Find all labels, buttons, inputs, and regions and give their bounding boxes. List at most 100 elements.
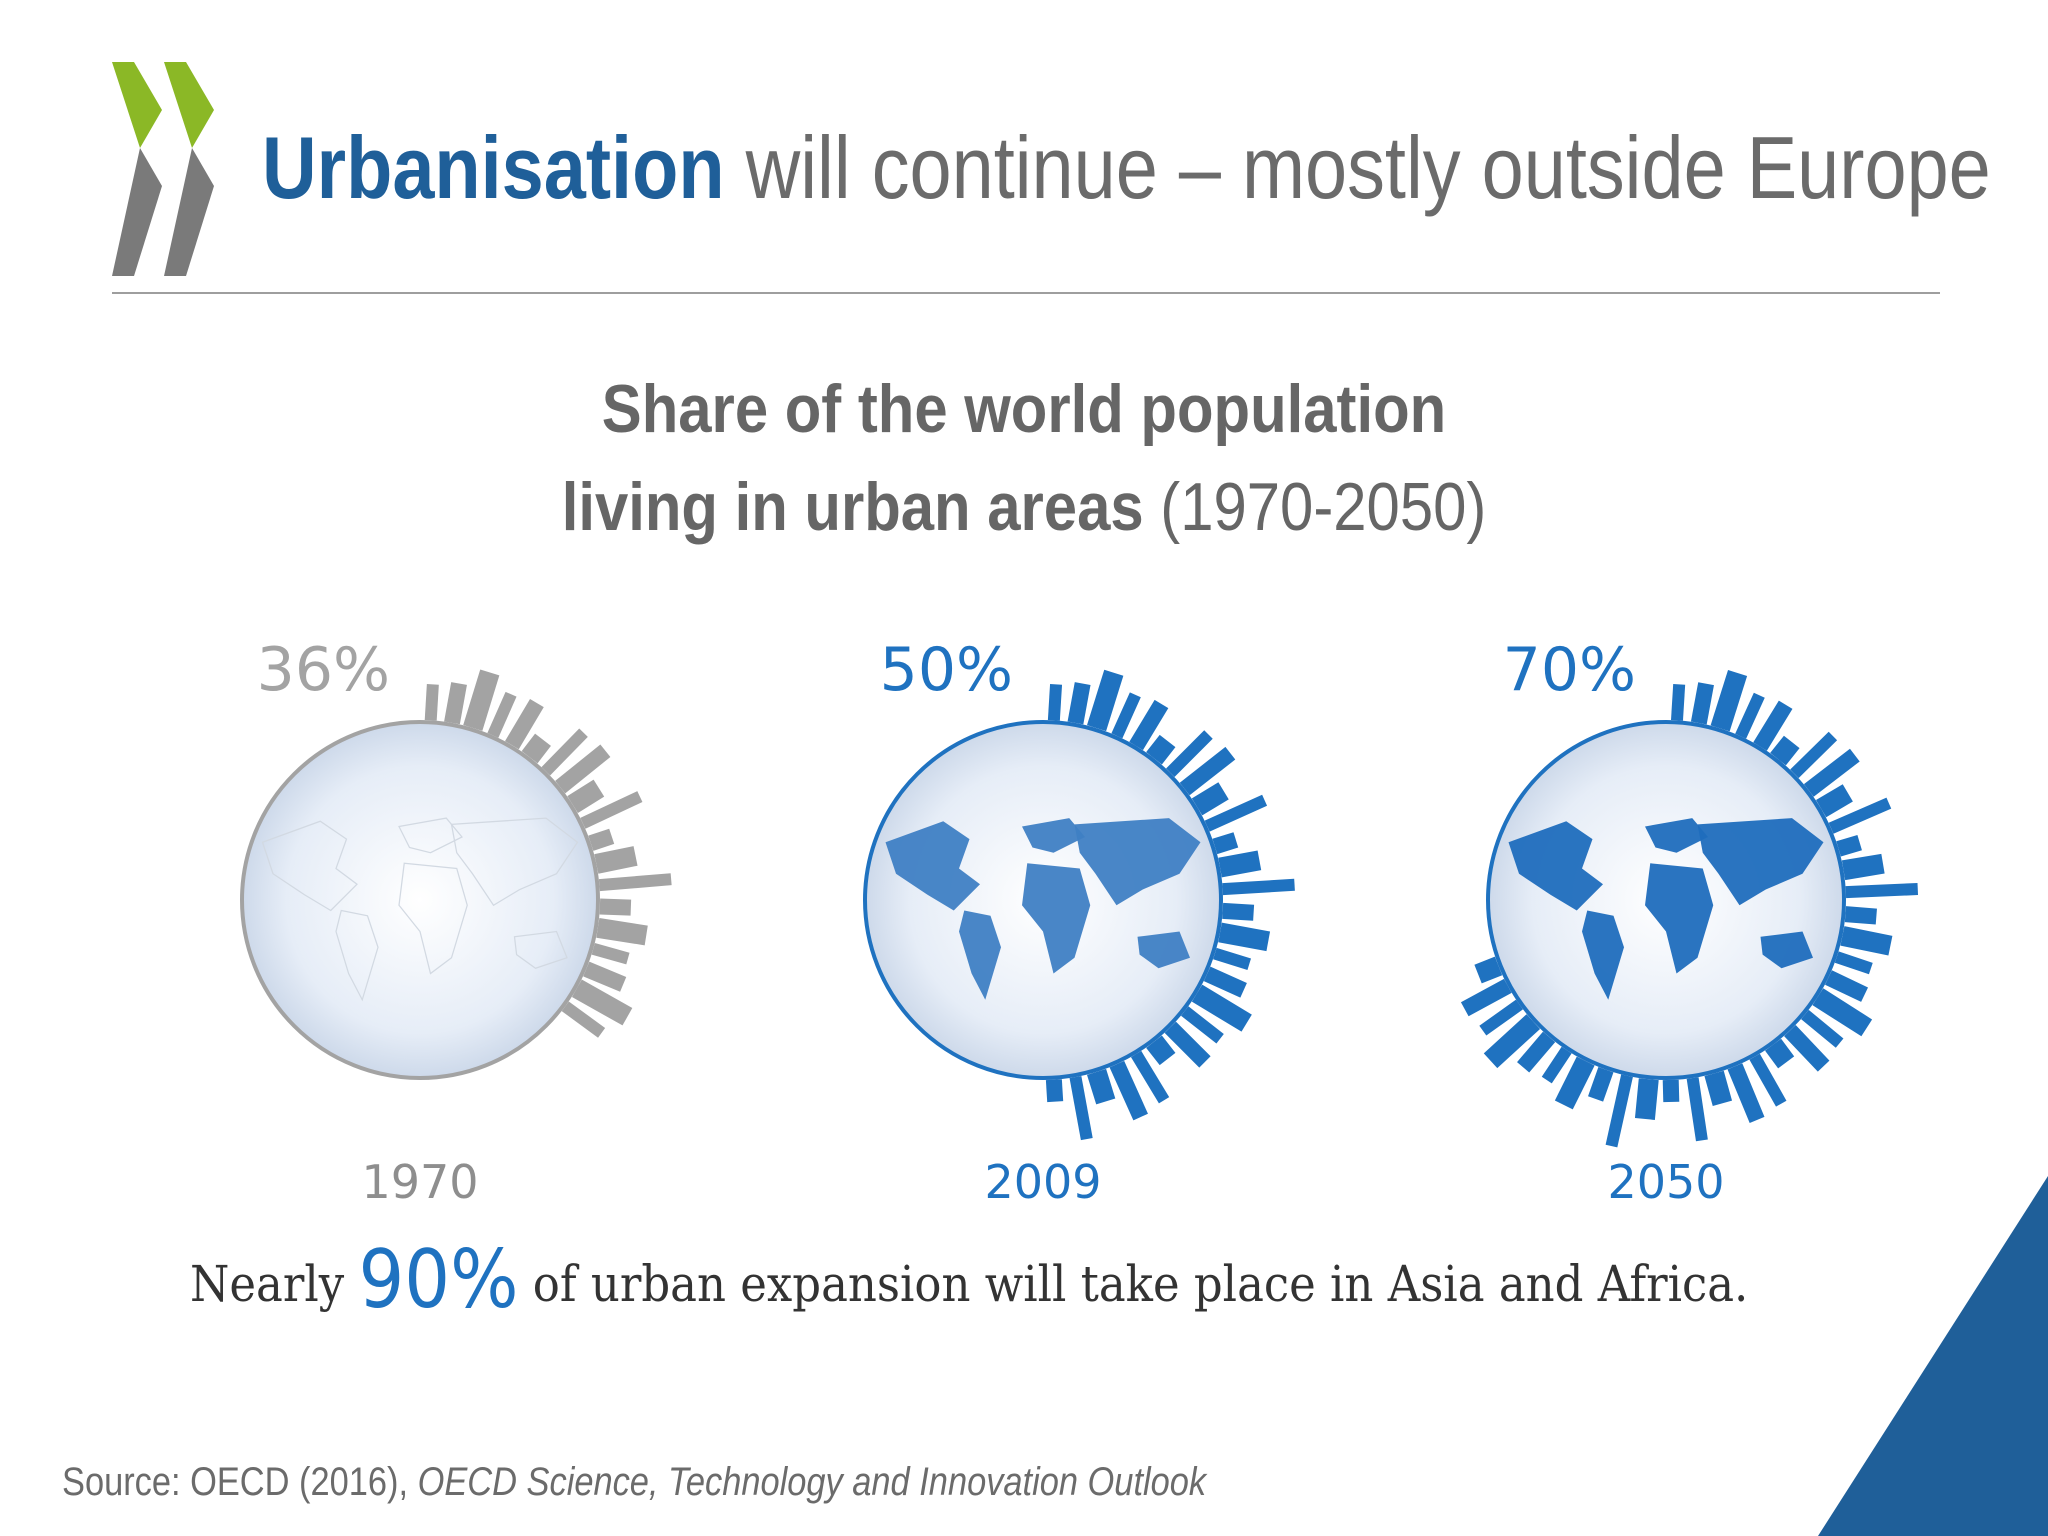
summary-text: Nearly 90% of urban expansion will take … [190,1232,1748,1328]
year-label-1970: 1970 [361,1155,478,1209]
building-mark [1179,746,1236,796]
building-mark [1146,734,1176,765]
building-mark [1222,902,1255,921]
building-mark [1634,1078,1659,1120]
urban-share-pictogram: 36% 1970 50% 2009 70% 2050 [240,635,1919,1209]
building-mark [567,779,605,814]
building-mark [594,846,638,874]
building-mark [1047,684,1063,721]
building-mark [1069,1075,1093,1141]
value-label-2050: 70% [1503,635,1636,705]
building-mark [1735,692,1765,739]
building-mark [1840,926,1893,956]
building-mark [1605,1074,1633,1148]
world-map-2009 [885,818,1201,1000]
building-mark [505,698,544,750]
building-mark [1662,1079,1680,1103]
building-mark [487,691,517,738]
building-mark [424,684,439,721]
building-mark [1816,784,1853,818]
logo-grey-chevron-right [164,148,214,276]
chart-title: Share of the world population living in … [123,360,1925,556]
building-mark [588,828,615,851]
building-mark [1213,947,1252,970]
building-mark [1129,699,1169,751]
building-mark [1770,735,1800,766]
world-map-2050 [1508,818,1824,1000]
source-note: Source: OECD (2016), OECD Science, Techn… [62,1460,1206,1505]
building-mark [1087,669,1124,732]
building-mark [1203,966,1247,998]
building-mark [1765,1038,1795,1069]
building-mark [1222,878,1295,896]
building-mark [1460,978,1512,1017]
building-mark [1479,999,1523,1036]
building-mark [1474,956,1503,984]
building-mark [583,961,627,992]
building-mark [1164,1021,1211,1068]
chart-title-line2-rest: (1970-2050) [1143,469,1487,545]
building-mark [1801,1009,1844,1048]
building-mark [596,917,648,946]
building-mark [1812,988,1873,1037]
building-mark [1825,970,1869,1002]
chart-title-line1: Share of the world population [601,371,1447,447]
value-label-2009: 50% [880,635,1013,705]
oecd-chevron-logo [112,62,214,276]
title-keyword: Urbanisation [262,118,725,217]
building-mark [1803,748,1860,797]
building-mark [1704,1070,1733,1106]
logo-green-chevron-left [112,62,162,148]
building-mark [1554,1056,1595,1110]
building-mark [1109,1060,1148,1121]
year-label-2009: 2009 [984,1155,1101,1209]
building-mark [1588,1067,1614,1102]
building-mark [1067,682,1091,725]
building-mark [1218,922,1271,952]
building-mark [561,1001,606,1038]
building-mark [1191,984,1252,1032]
building-mark [1749,1053,1787,1107]
globe-group-2050 [1460,670,1919,1148]
building-mark [541,728,588,776]
building-mark [1483,1014,1541,1069]
building-mark [1180,1006,1224,1044]
building-mark [1212,832,1239,855]
building-mark [599,898,632,916]
building-mark [444,682,467,725]
source-prefix: Source: OECD (2016), [62,1460,418,1504]
building-mark [580,791,643,829]
chart-title-line2-bold: living in urban areas [561,469,1144,545]
building-mark [1727,1063,1765,1123]
building-mark [1087,1068,1116,1105]
building-mark [598,873,672,892]
building-mark [521,733,551,764]
globe-group-1970 [240,669,672,1080]
building-mark [1517,1031,1556,1073]
building-mark [1710,670,1748,732]
logo-green-chevron-right [164,62,214,148]
building-mark [1844,906,1877,925]
summary-suffix: of urban expansion will take place in As… [518,1255,1749,1313]
globe-group-2009 [863,669,1295,1141]
building-mark [1828,797,1892,834]
building-mark [571,979,633,1026]
building-mark [1834,951,1873,975]
building-mark [463,669,500,731]
city-skyline-1970 [424,669,672,1038]
building-mark [1191,782,1229,816]
building-mark [555,744,611,794]
building-mark [1845,883,1919,899]
building-mark [1836,834,1862,857]
building-mark [1753,700,1793,751]
header-divider [112,292,1940,294]
title-rest: will continue – mostly outside Europe [724,118,1991,217]
chart-title-line2: living in urban areas (1970-2050) [123,458,1925,556]
summary-highlight: 90% [358,1233,519,1326]
building-mark [1111,692,1141,739]
building-mark [1670,684,1686,721]
building-mark [1218,850,1262,878]
globe-1970 [240,720,600,1080]
building-mark [1045,1079,1064,1103]
building-mark [1130,1050,1170,1104]
